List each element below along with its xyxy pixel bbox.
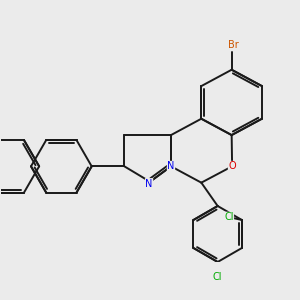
Text: O: O	[228, 161, 236, 171]
Text: N: N	[167, 161, 175, 171]
Text: Cl: Cl	[224, 212, 234, 222]
Text: N: N	[146, 178, 153, 189]
Text: Br: Br	[228, 40, 238, 50]
Text: Cl: Cl	[213, 272, 222, 282]
